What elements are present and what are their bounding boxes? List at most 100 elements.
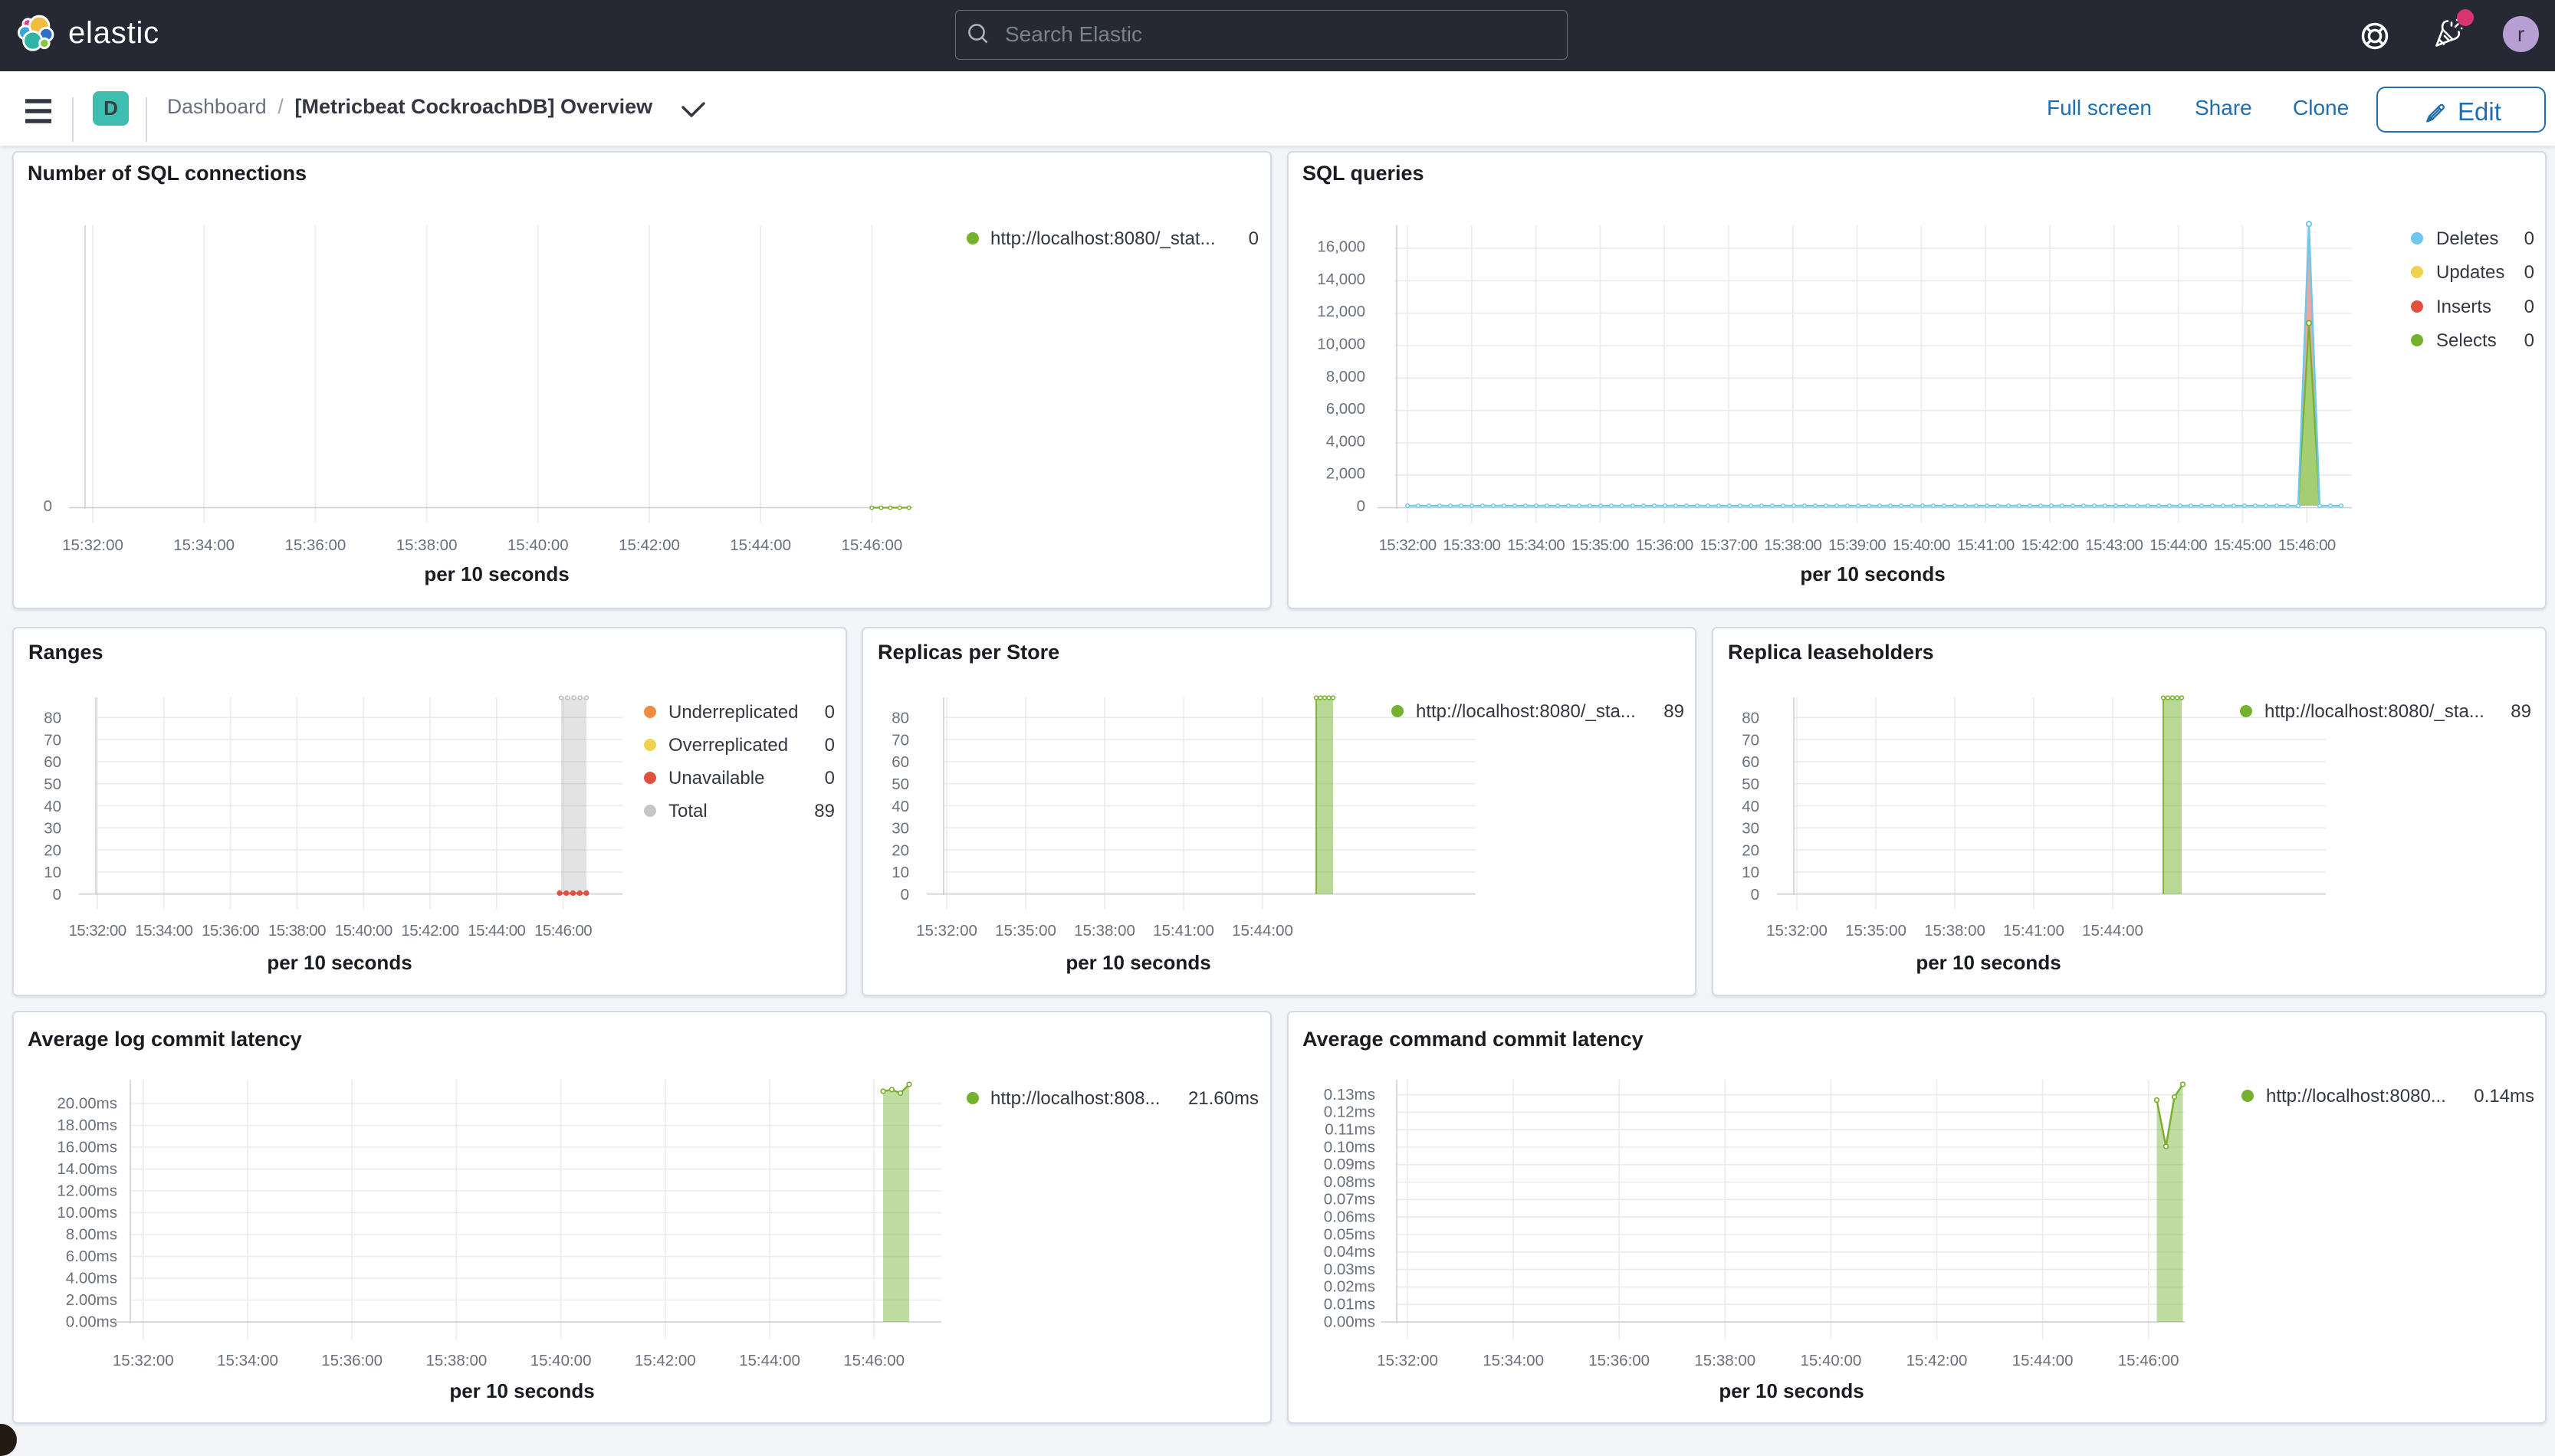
svg-text:15:41:00: 15:41:00: [2003, 922, 2064, 940]
svg-text:10: 10: [44, 864, 61, 881]
svg-text:0.06ms: 0.06ms: [1324, 1208, 1375, 1226]
svg-text:10: 10: [1742, 864, 1759, 881]
svg-text:http://localhost:8080/_stat...: http://localhost:8080/_stat...: [990, 228, 1216, 249]
svg-text:15:32:00: 15:32:00: [1766, 922, 1828, 940]
svg-text:14,000: 14,000: [1317, 271, 1365, 288]
svg-text:14.00ms: 14.00ms: [57, 1160, 117, 1178]
svg-text:http://localhost:8080/_sta...: http://localhost:8080/_sta...: [2264, 701, 2484, 722]
svg-text:Ranges: Ranges: [28, 641, 103, 664]
svg-text:Average command commit latency: Average command commit latency: [1302, 1028, 1644, 1051]
svg-text:6.00ms: 6.00ms: [66, 1248, 117, 1265]
svg-text:0.10ms: 0.10ms: [1324, 1138, 1375, 1156]
svg-text:21.60ms: 21.60ms: [1188, 1088, 1259, 1109]
svg-text:Selects: Selects: [2436, 330, 2497, 351]
svg-text:15:44:00: 15:44:00: [2012, 1352, 2074, 1369]
svg-text:Underreplicated: Underreplicated: [668, 702, 798, 723]
svg-text:15:42:00: 15:42:00: [402, 922, 459, 940]
svg-text:0: 0: [2524, 297, 2534, 317]
svg-text:15:38:00: 15:38:00: [396, 536, 458, 554]
svg-text:15:34:00: 15:34:00: [1507, 536, 1565, 554]
svg-text:Total: Total: [668, 801, 708, 821]
svg-text:0: 0: [825, 702, 835, 723]
svg-text:15:35:00: 15:35:00: [1571, 536, 1629, 554]
svg-text:15:32:00: 15:32:00: [1377, 1352, 1438, 1369]
svg-text:Number of SQL connections: Number of SQL connections: [28, 162, 307, 185]
svg-text:15:41:00: 15:41:00: [1957, 536, 2015, 554]
svg-text:per 10 seconds: per 10 seconds: [267, 951, 412, 974]
svg-text:Average log commit latency: Average log commit latency: [28, 1028, 302, 1051]
svg-text:Replica leaseholders: Replica leaseholders: [1728, 641, 1934, 664]
svg-text:15:38:00: 15:38:00: [1074, 922, 1135, 940]
svg-text:15:34:00: 15:34:00: [173, 536, 235, 554]
svg-text:2,000: 2,000: [1326, 465, 1365, 483]
svg-text:0.14ms: 0.14ms: [2474, 1086, 2534, 1107]
svg-text:0.08ms: 0.08ms: [1324, 1173, 1375, 1191]
svg-text:15:36:00: 15:36:00: [1588, 1352, 1650, 1369]
svg-text:15:44:00: 15:44:00: [739, 1352, 800, 1369]
svg-text:Unavailable: Unavailable: [668, 768, 764, 789]
svg-text:15:46:00: 15:46:00: [2118, 1352, 2179, 1369]
svg-text:0.04ms: 0.04ms: [1324, 1243, 1375, 1261]
svg-text:6,000: 6,000: [1326, 400, 1365, 418]
svg-text:15:40:00: 15:40:00: [1800, 1352, 1861, 1369]
svg-text:50: 50: [892, 776, 909, 793]
svg-text:15:46:00: 15:46:00: [843, 1352, 905, 1369]
svg-text:70: 70: [44, 731, 61, 749]
svg-text:0: 0: [901, 886, 909, 903]
svg-text:15:32:00: 15:32:00: [69, 922, 126, 940]
svg-text:Inserts: Inserts: [2436, 297, 2491, 317]
svg-text:15:38:00: 15:38:00: [1694, 1352, 1755, 1369]
svg-text:20: 20: [44, 841, 61, 859]
svg-text:15:45:00: 15:45:00: [2214, 536, 2271, 554]
svg-text:per 10 seconds: per 10 seconds: [1916, 951, 2061, 974]
svg-text:15:42:00: 15:42:00: [619, 536, 680, 554]
svg-text:per 10 seconds: per 10 seconds: [449, 1379, 594, 1402]
svg-text:15:46:00: 15:46:00: [2278, 536, 2336, 554]
svg-text:89: 89: [1663, 701, 1684, 722]
svg-text:50: 50: [44, 776, 61, 793]
svg-text:0: 0: [1357, 497, 1365, 515]
svg-text:15:33:00: 15:33:00: [1443, 536, 1500, 554]
svg-text:15:44:00: 15:44:00: [1232, 922, 1293, 940]
svg-text:15:36:00: 15:36:00: [202, 922, 259, 940]
svg-text:per 10 seconds: per 10 seconds: [1719, 1379, 1864, 1402]
svg-text:8.00ms: 8.00ms: [66, 1225, 117, 1243]
svg-text:18.00ms: 18.00ms: [57, 1117, 117, 1134]
svg-text:15:40:00: 15:40:00: [335, 922, 392, 940]
svg-text:15:36:00: 15:36:00: [284, 536, 346, 554]
svg-text:15:43:00: 15:43:00: [2085, 536, 2143, 554]
svg-text:Replicas per Store: Replicas per Store: [878, 641, 1059, 664]
svg-text:15:35:00: 15:35:00: [995, 922, 1056, 940]
svg-text:15:40:00: 15:40:00: [1893, 536, 1950, 554]
svg-text:Overreplicated: Overreplicated: [668, 735, 788, 756]
svg-text:per 10 seconds: per 10 seconds: [424, 562, 569, 585]
svg-text:0: 0: [825, 735, 835, 756]
svg-text:per 10 seconds: per 10 seconds: [1066, 951, 1210, 974]
svg-text:80: 80: [1742, 710, 1759, 727]
svg-text:8,000: 8,000: [1326, 368, 1365, 385]
svg-text:15:32:00: 15:32:00: [113, 1352, 174, 1369]
svg-text:20: 20: [892, 841, 909, 859]
svg-text:89: 89: [2511, 701, 2531, 722]
svg-text:15:40:00: 15:40:00: [507, 536, 569, 554]
svg-text:0.07ms: 0.07ms: [1324, 1191, 1375, 1208]
svg-text:16.00ms: 16.00ms: [57, 1138, 117, 1156]
svg-text:15:44:00: 15:44:00: [2149, 536, 2207, 554]
svg-text:10.00ms: 10.00ms: [57, 1204, 117, 1222]
svg-text:http://localhost:8080...: http://localhost:8080...: [2266, 1086, 2446, 1107]
svg-text:15:41:00: 15:41:00: [1153, 922, 1214, 940]
svg-text:40: 40: [44, 798, 61, 815]
svg-text:4.00ms: 4.00ms: [66, 1269, 117, 1287]
svg-text:15:37:00: 15:37:00: [1700, 536, 1758, 554]
svg-text:15:44:00: 15:44:00: [2082, 922, 2143, 940]
svg-text:15:38:00: 15:38:00: [425, 1352, 487, 1369]
svg-text:0: 0: [2524, 262, 2534, 283]
svg-text:15:32:00: 15:32:00: [62, 536, 123, 554]
svg-text:15:40:00: 15:40:00: [530, 1352, 592, 1369]
svg-text:80: 80: [44, 710, 61, 727]
svg-text:20.00ms: 20.00ms: [57, 1094, 117, 1112]
svg-text:15:34:00: 15:34:00: [1483, 1352, 1544, 1369]
svg-text:15:35:00: 15:35:00: [1845, 922, 1906, 940]
svg-text:12,000: 12,000: [1317, 303, 1365, 320]
svg-text:0: 0: [1751, 886, 1759, 903]
